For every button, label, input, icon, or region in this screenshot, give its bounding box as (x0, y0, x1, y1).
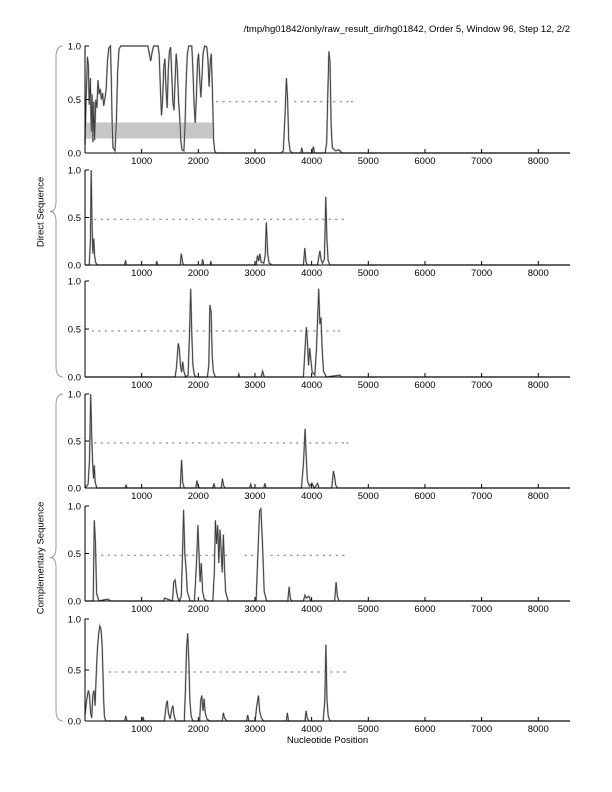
tick-label: 1000 (131, 724, 152, 735)
tick-label: 8000 (528, 604, 549, 615)
tick-label: 7000 (471, 156, 492, 167)
tick-label: 4000 (301, 724, 322, 735)
tick-label: 4000 (301, 380, 322, 391)
signal-line (84, 624, 570, 722)
tick-label: 5000 (358, 604, 379, 615)
tick-label: 8000 (528, 724, 549, 735)
tick-label: 0.0 (68, 597, 81, 608)
tick-label: 2000 (188, 156, 209, 167)
tick-label: 3000 (244, 156, 265, 167)
signal-line-halo (84, 393, 570, 490)
signal-line (84, 44, 570, 154)
tick-label: 4000 (301, 156, 322, 167)
tick-label: 1000 (131, 268, 152, 279)
tick-label: 8000 (528, 491, 549, 502)
tick-label: 7000 (471, 380, 492, 391)
highlight-band (85, 122, 215, 139)
tick-label: 5000 (358, 724, 379, 735)
tick-label: 6000 (414, 156, 435, 167)
tick-label: 2000 (188, 491, 209, 502)
tick-label: 6000 (414, 491, 435, 502)
tick-label: 6000 (414, 604, 435, 615)
tick-label: 0.5 (68, 666, 81, 677)
tick-label: 0.5 (68, 213, 81, 224)
subplot-complementary-2: 1000 2000 3000 4000 5000 6000 7000 8000 0.0 0.5 1.… (68, 502, 570, 615)
tick-label: 5000 (358, 156, 379, 167)
tick-label: 2000 (188, 380, 209, 391)
tick-label: 0.0 (68, 373, 81, 384)
tick-label: 7000 (471, 491, 492, 502)
subplot-direct-1: 1000 2000 3000 4000 5000 6000 7000 8000 0.0 0.5 1.… (68, 42, 570, 167)
tick-label: 3000 (244, 491, 265, 502)
tick-label: 1.0 (68, 42, 81, 53)
tick-label: 6000 (414, 380, 435, 391)
direct-group-brace (49, 45, 64, 378)
tick-label: 0.0 (68, 484, 81, 495)
tick-label: 0.5 (68, 437, 81, 448)
tick-label: 0.0 (68, 261, 81, 272)
tick-label: 1000 (131, 604, 152, 615)
tick-label: 0.5 (68, 549, 81, 560)
tick-label: 4000 (301, 268, 322, 279)
signal-line (85, 169, 570, 266)
tick-label: 7000 (471, 268, 492, 279)
tick-label: 7000 (471, 604, 492, 615)
figure-title: /tmp/hg01842/only/raw_result_dir/hg01842… (243, 24, 570, 35)
tick-label: 1.0 (68, 615, 81, 626)
tick-label: 1.0 (68, 166, 81, 177)
tick-label: 1.0 (68, 390, 81, 401)
tick-label: 3000 (244, 380, 265, 391)
tick-label: 0.5 (68, 325, 81, 336)
subplot-direct-2: 1000 2000 3000 4000 5000 6000 7000 8000 0.0 0.5 1.… (68, 166, 570, 279)
signal-line-halo (85, 288, 570, 379)
subplot-complementary-1: 1000 2000 3000 4000 5000 6000 7000 8000 0.0 0.5 1.… (68, 390, 570, 502)
signal-line (85, 507, 570, 603)
tick-label: 3000 (244, 268, 265, 279)
tick-label: 1.0 (68, 502, 81, 513)
signal-line-halo (85, 506, 570, 604)
tick-label: 8000 (528, 268, 549, 279)
subplot-direct-3: 1000 2000 3000 4000 5000 6000 7000 8000 0.0 0.5 1.… (68, 277, 570, 391)
subplot-complementary-3: 1000 2000 3000 4000 5000 6000 7000 8000 0.0 0.5 1.… (68, 615, 570, 735)
tick-label: 4000 (301, 604, 322, 615)
tick-label: 5000 (358, 491, 379, 502)
signal-line (85, 288, 570, 378)
tick-label: 1000 (131, 491, 152, 502)
tick-label: 6000 (414, 268, 435, 279)
tick-label: 0.0 (68, 717, 81, 728)
tick-label: 6000 (414, 724, 435, 735)
tick-label: 3000 (244, 724, 265, 735)
tick-label: 5000 (358, 268, 379, 279)
tick-label: 2000 (188, 604, 209, 615)
tick-label: 7000 (471, 724, 492, 735)
tick-label: 2000 (188, 724, 209, 735)
complementary-group-brace (49, 393, 64, 722)
tick-label: 1000 (131, 156, 152, 167)
tick-label: 8000 (528, 156, 549, 167)
x-axis-label: Nucleotide Position (286, 735, 369, 746)
tick-label: 1.0 (68, 277, 81, 288)
tick-label: 2000 (188, 268, 209, 279)
tick-label: 5000 (358, 380, 379, 391)
tick-label: 8000 (528, 380, 549, 391)
tick-label: 3000 (244, 604, 265, 615)
tick-label: 0.0 (68, 149, 81, 160)
tick-label: 1000 (131, 380, 152, 391)
signal-line (84, 393, 570, 489)
tick-label: 0.5 (68, 95, 81, 106)
tick-label: 4000 (301, 491, 322, 502)
